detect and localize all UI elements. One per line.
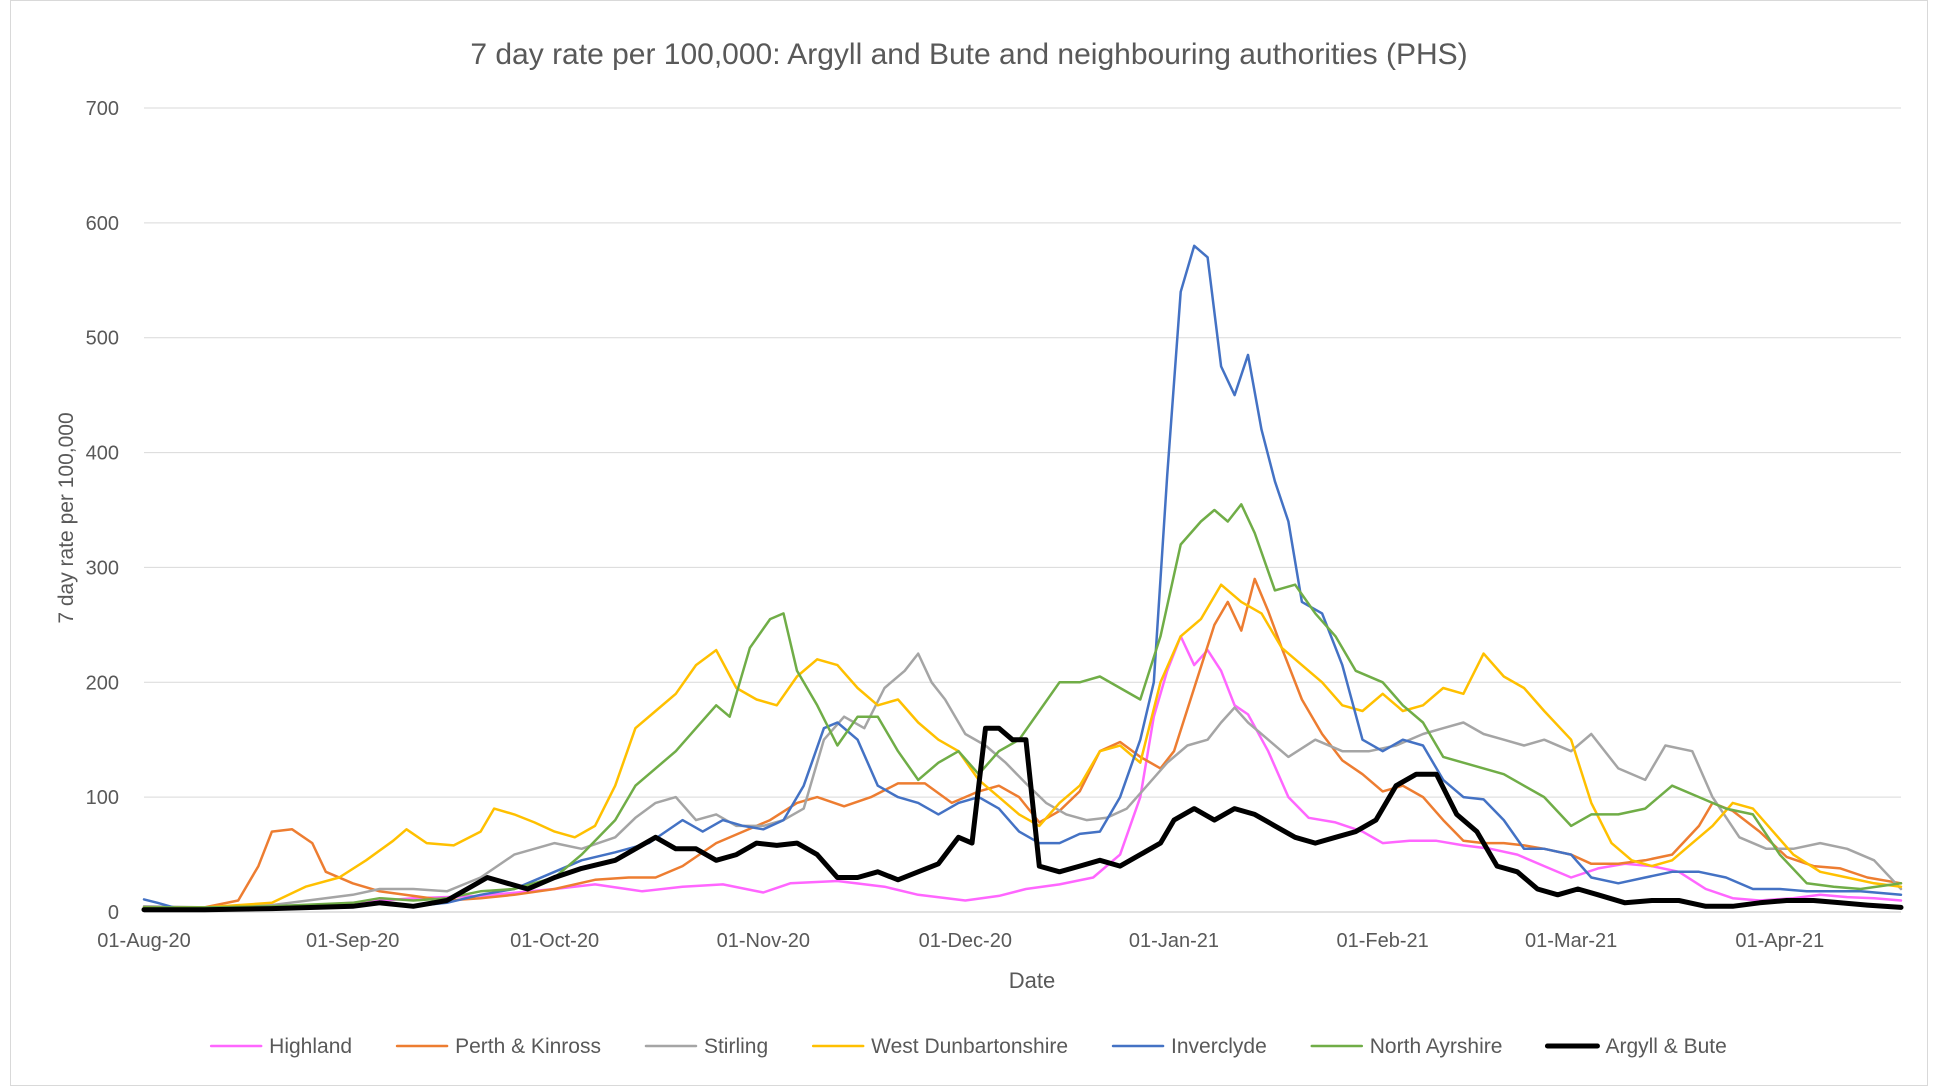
x-tick-label: 01-Apr-21 bbox=[1735, 930, 1824, 952]
y-axis-ticks: 0 100 200 300 400 500 600 700 bbox=[86, 98, 119, 924]
y-tick-label: 200 bbox=[86, 672, 119, 694]
legend-label: Stirling bbox=[704, 1035, 768, 1058]
legend-label: West Dunbartonshire bbox=[871, 1035, 1068, 1058]
series-line-stirling bbox=[142, 652, 1903, 909]
series-layer bbox=[141, 244, 1904, 913]
series-line-argyll-bute bbox=[141, 725, 1904, 913]
series-line-north-ayrshire bbox=[142, 503, 1903, 909]
legend-item-inverclyde: Inverclyde bbox=[1111, 1035, 1267, 1058]
series-line-west-dunbartonshire bbox=[142, 583, 1903, 909]
legend-item-perth-kinross: Perth & Kinross bbox=[395, 1035, 601, 1058]
y-tick-label: 600 bbox=[86, 213, 119, 235]
legend-label: Argyll & Bute bbox=[1605, 1035, 1726, 1058]
legend-label: North Ayrshire bbox=[1370, 1035, 1503, 1058]
x-tick-label: 01-Feb-21 bbox=[1337, 930, 1429, 952]
legend: Highland Perth & Kinross Stirling West Dunb… bbox=[209, 1035, 1727, 1058]
x-axis-ticks: 01-Aug-20 01-Sep-20 01-Oct-20 01-Nov-20 01-D… bbox=[97, 930, 1824, 952]
chart-title: 7 day rate per 100,000: Argyll and Bute … bbox=[470, 38, 1467, 71]
chart-frame: 0 100 200 300 400 500 600 700 01-Aug-20 01-Sep-2… bbox=[10, 0, 1928, 1086]
line-chart: 0 100 200 300 400 500 600 700 01-Aug-20 01-Sep-2… bbox=[55, 38, 1904, 1058]
series-line-highland bbox=[142, 635, 1903, 910]
legend-item-highland: Highland bbox=[209, 1035, 352, 1058]
y-tick-label: 100 bbox=[86, 787, 119, 809]
series-line-inverclyde bbox=[142, 244, 1903, 911]
gridlines bbox=[144, 107, 1901, 798]
y-tick-label: 500 bbox=[86, 328, 119, 350]
x-tick-label: 01-Oct-20 bbox=[510, 930, 599, 952]
legend-label: Perth & Kinross bbox=[455, 1035, 601, 1058]
x-tick-label: 01-Nov-20 bbox=[717, 930, 810, 952]
y-axis-title: 7 day rate per 100,000 bbox=[55, 412, 78, 623]
series-line-perth-kinross bbox=[142, 577, 1903, 910]
x-tick-label: 01-Dec-20 bbox=[919, 930, 1012, 952]
legend-item-stirling: Stirling bbox=[644, 1035, 768, 1058]
legend-label: Inverclyde bbox=[1171, 1035, 1267, 1058]
x-tick-label: 01-Aug-20 bbox=[97, 930, 190, 952]
x-tick-label: 01-Jan-21 bbox=[1129, 930, 1219, 952]
y-tick-label: 0 bbox=[108, 902, 119, 924]
y-tick-label: 400 bbox=[86, 443, 119, 465]
legend-item-north-ayrshire: North Ayrshire bbox=[1310, 1035, 1503, 1058]
x-axis-title: Date bbox=[1009, 968, 1055, 993]
legend-label: Highland bbox=[269, 1035, 352, 1058]
legend-item-argyll-bute: Argyll & Bute bbox=[1544, 1035, 1727, 1058]
legend-item-west-dunbartonshire: West Dunbartonshire bbox=[811, 1035, 1068, 1058]
x-tick-label: 01-Sep-20 bbox=[306, 930, 399, 952]
y-tick-label: 300 bbox=[86, 557, 119, 579]
x-tick-label: 01-Mar-21 bbox=[1525, 930, 1617, 952]
y-tick-label: 700 bbox=[86, 98, 119, 120]
